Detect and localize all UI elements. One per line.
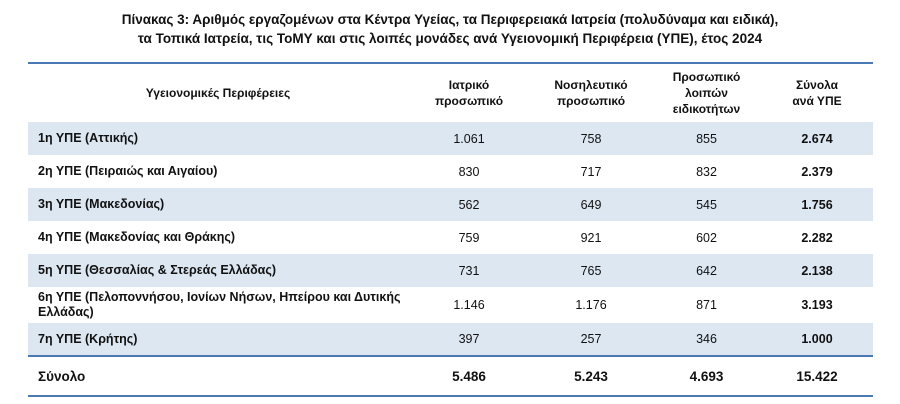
header-other-line-3: ειδικοτήτων	[672, 102, 741, 116]
header-total: Σύνολα ανά ΥΠΕ	[761, 63, 873, 122]
nursing-cell: 765	[580, 263, 602, 278]
other-cell: 545	[696, 197, 717, 212]
other-cell: 832	[696, 164, 717, 179]
nursing-cell: 257	[580, 332, 602, 346]
header-medical-line-1: Ιατρικό	[448, 78, 490, 92]
region-cell: 6η ΥΠΕ (Πελοποννήσου, Ιονίων Νήσων, Ηπεί…	[38, 290, 401, 319]
total-cell: 2.379	[801, 164, 833, 179]
caption-line-1: Πίνακας 3: Αριθμός εργαζομένων στα Κέντρ…	[121, 12, 779, 27]
nursing-cell: 921	[580, 230, 602, 245]
total-cell: 1.756	[801, 197, 833, 212]
region-cell: 2η ΥΠΕ (Πειραιώς και Αιγαίου)	[38, 164, 218, 178]
other-cell: 346	[696, 332, 717, 346]
header-region-label: Υγειονομικές Περιφέρειες	[145, 86, 291, 100]
header-total-line-2: ανά ΥΠΕ	[792, 94, 842, 108]
header-nursing: Νοσηλευτικό προσωπικό	[530, 63, 652, 122]
header-total-line-1: Σύνολα	[795, 78, 839, 92]
nursing-cell: 1.176	[575, 298, 607, 312]
other-cell: 642	[696, 263, 717, 278]
region-cell: 5η ΥΠΕ (Θεσσαλίας & Στερεάς Ελλάδας)	[38, 263, 277, 277]
other-cell: 602	[696, 230, 717, 245]
header-medical-line-2: προσωπικό	[434, 94, 504, 108]
sum-row: Σύνολο 5.486 5.243 4.693 15.422	[28, 356, 873, 396]
table-row: 2η ΥΠΕ (Πειραιώς και Αιγαίου) 830 717 83…	[28, 155, 873, 188]
sum-total: 15.422	[796, 368, 838, 384]
region-cell: 3η ΥΠΕ (Μακεδονίας)	[38, 197, 165, 211]
sum-medical: 5.486	[452, 368, 486, 384]
total-cell: 1.000	[801, 332, 833, 346]
medical-cell: 1.146	[453, 298, 485, 312]
header-region: Υγειονομικές Περιφέρειες	[28, 63, 408, 122]
medical-cell: 759	[458, 230, 480, 245]
table-row: 7η ΥΠΕ (Κρήτης) 397 257 346 1.000	[28, 323, 873, 356]
header-other: Προσωπικό λοιπών ειδικοτήτων	[652, 63, 761, 122]
total-cell: 3.193	[801, 298, 833, 312]
medical-cell: 1.061	[453, 131, 485, 146]
table-caption: Πίνακας 3: Αριθμός εργαζομένων στα Κέντρ…	[0, 10, 900, 48]
sum-other: 4.693	[689, 368, 724, 384]
total-cell: 2.674	[801, 131, 833, 146]
staff-table: Υγειονομικές Περιφέρειες Ιατρικό προσωπι…	[28, 62, 873, 397]
header-nursing-line-1: Νοσηλευτικό	[554, 78, 628, 92]
table-row: 4η ΥΠΕ (Μακεδονίας και Θράκης) 759 921 6…	[28, 221, 873, 254]
medical-cell: 731	[458, 263, 480, 278]
sum-nursing: 5.243	[574, 368, 608, 384]
table-row: 1η ΥΠΕ (Αττικής) 1.061 758 855 2.674	[28, 122, 873, 155]
table-row: 3η ΥΠΕ (Μακεδονίας) 562 649 545 1.756	[28, 188, 873, 221]
sum-label: Σύνολο	[38, 368, 86, 384]
table-body: 1η ΥΠΕ (Αττικής) 1.061 758 855 2.674 2η …	[28, 122, 873, 396]
medical-cell: 397	[458, 332, 480, 346]
table-header: Υγειονομικές Περιφέρειες Ιατρικό προσωπι…	[28, 63, 873, 122]
medical-cell: 830	[458, 164, 480, 179]
region-cell: 1η ΥΠΕ (Αττικής)	[38, 131, 139, 145]
header-other-line-2: λοιπών	[685, 86, 728, 100]
region-cell: 7η ΥΠΕ (Κρήτης)	[38, 331, 138, 346]
header-other-line-1: Προσωπικό	[672, 70, 741, 84]
total-cell: 2.282	[801, 230, 833, 245]
medical-cell: 562	[458, 197, 480, 212]
table-row: 5η ΥΠΕ (Θεσσαλίας & Στερεάς Ελλάδας) 731…	[28, 254, 873, 287]
total-cell: 2.138	[801, 263, 833, 278]
header-medical: Ιατρικό προσωπικό	[408, 63, 530, 122]
header-nursing-line-2: προσωπικό	[556, 94, 626, 108]
nursing-cell: 758	[580, 131, 602, 146]
other-cell: 855	[696, 131, 717, 146]
header-row: Υγειονομικές Περιφέρειες Ιατρικό προσωπι…	[28, 63, 873, 122]
caption-line-2: τα Τοπικά Ιατρεία, τις ΤοΜΥ και στις λοι…	[137, 31, 763, 46]
nursing-cell: 717	[580, 164, 602, 179]
region-cell: 4η ΥΠΕ (Μακεδονίας και Θράκης)	[38, 230, 236, 244]
other-cell: 871	[696, 298, 717, 312]
nursing-cell: 649	[580, 197, 602, 212]
table-row: 6η ΥΠΕ (Πελοποννήσου, Ιονίων Νήσων, Ηπεί…	[28, 287, 873, 323]
